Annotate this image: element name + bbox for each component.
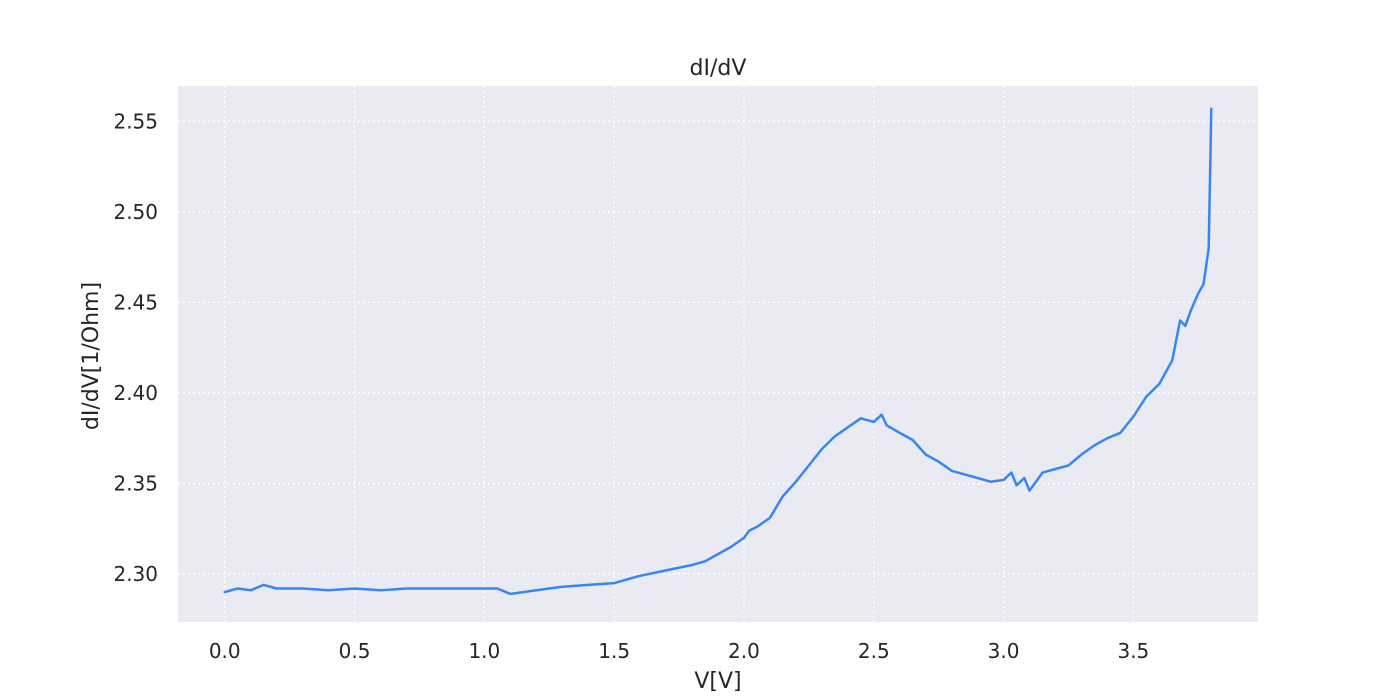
series-line [223,107,1213,596]
y-axis-label: dI/dV[1/Ohm] [79,282,104,430]
y-tick-label: 2.45 [113,290,158,314]
y-tick-label: 2.30 [113,562,158,586]
y-tick-label: 2.55 [113,109,158,133]
x-tick-labels: 0.0 0.5 1.0 1.5 2.0 2.5 3.0 3.5 [209,639,1149,663]
x-tick-label: 0.5 [339,639,371,663]
x-tick-label: 3.0 [988,639,1020,663]
y-tick-label: 2.35 [113,471,158,495]
y-tick-labels: 2.30 2.35 2.40 2.45 2.50 2.55 [113,109,158,586]
x-tick-label: 3.5 [1117,639,1149,663]
grid [178,86,1258,622]
x-tick-label: 1.5 [598,639,630,663]
x-tick-label: 0.0 [209,639,241,663]
chart-title: dI/dV [690,56,747,81]
x-axis-label: V[V] [694,669,741,694]
y-tick-label: 2.50 [113,200,158,224]
y-tick-label: 2.40 [113,381,158,405]
x-tick-label: 2.5 [858,639,890,663]
x-tick-label: 2.0 [728,639,760,663]
x-tick-label: 1.0 [468,639,500,663]
plot-area [178,86,1258,622]
